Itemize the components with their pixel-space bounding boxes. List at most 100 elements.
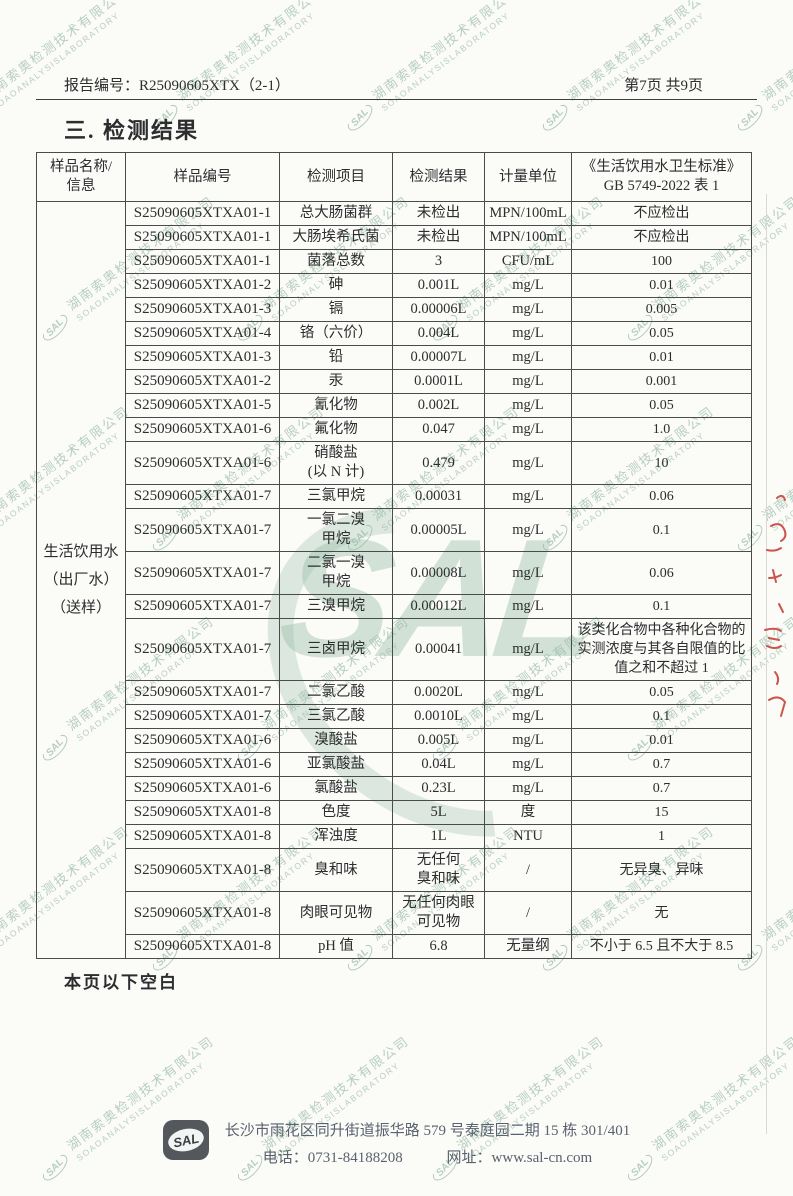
cell-item: pH 值 [279, 934, 393, 959]
cell-limit: 0.1 [571, 508, 752, 552]
cell-id: S25090605XTXA01-7 [125, 594, 280, 619]
table-row: S25090605XTXA01-3 镉 0.00006L mg/L 0.005 [37, 297, 752, 322]
cell-limit: 不应检出 [571, 201, 752, 226]
cell-id: S25090605XTXA01-7 [125, 680, 280, 705]
cell-result: 未检出 [392, 201, 485, 226]
cell-result: 未检出 [392, 225, 485, 250]
cell-unit: mg/L [484, 728, 572, 753]
table-row: S25090605XTXA01-8 色度 5L 度 15 [37, 800, 752, 825]
cell-item: 砷 [279, 273, 393, 298]
cell-result: 0.23L [392, 776, 485, 801]
cell-unit: MPN/100mL [484, 225, 572, 250]
table-row: S25090605XTXA01-7 三溴甲烷 0.00012L mg/L 0.1 [37, 594, 752, 619]
cell-item: 镉 [279, 297, 393, 322]
cell-unit: / [484, 891, 572, 935]
cell-id: S25090605XTXA01-6 [125, 441, 280, 485]
header-test-item: 检测项目 [279, 152, 393, 202]
cell-limit: 0.1 [571, 704, 752, 729]
table-row: S25090605XTXA01-6 硝酸盐 (以 N 计) 0.479 mg/L 10 [37, 441, 752, 485]
cell-item: 二氯一溴 甲烷 [279, 551, 393, 595]
cell-result: 0.047 [392, 417, 485, 442]
cell-item: 汞 [279, 369, 393, 394]
table-row: S25090605XTXA01-3 铅 0.00007L mg/L 0.01 [37, 345, 752, 370]
cell-unit: mg/L [484, 752, 572, 777]
cell-limit: 0.06 [571, 484, 752, 509]
cell-item: 三溴甲烷 [279, 594, 393, 619]
table-row: S25090605XTXA01-7 二氯一溴 甲烷 0.00008L mg/L 0.06 [37, 551, 752, 595]
cell-id: S25090605XTXA01-8 [125, 800, 280, 825]
cell-limit: 0.1 [571, 594, 752, 619]
cell-item: 氰化物 [279, 393, 393, 418]
cell-id: S25090605XTXA01-1 [125, 225, 280, 250]
cell-id: S25090605XTXA01-7 [125, 508, 280, 552]
table-row: S25090605XTXA01-6 亚氯酸盐 0.04L mg/L 0.7 [37, 752, 752, 777]
cell-result: 0.00006L [392, 297, 485, 322]
table-row: S25090605XTXA01-2 汞 0.0001L mg/L 0.001 [37, 369, 752, 394]
cell-limit: 0.7 [571, 776, 752, 801]
cell-item: 色度 [279, 800, 393, 825]
cell-unit: mg/L [484, 618, 572, 681]
cell-limit: 0.06 [571, 551, 752, 595]
cell-id: S25090605XTXA01-6 [125, 728, 280, 753]
cell-limit: 0.01 [571, 273, 752, 298]
cell-item: 三氯乙酸 [279, 704, 393, 729]
cell-unit: mg/L [484, 441, 572, 485]
cell-result: 无任何 臭和味 [392, 848, 485, 892]
cell-id: S25090605XTXA01-1 [125, 249, 280, 274]
cell-result: 0.0020L [392, 680, 485, 705]
cell-id: S25090605XTXA01-6 [125, 417, 280, 442]
footer-phone: 电话：0731-84188208 [262, 1150, 403, 1166]
sample-name-cell: 生活饮用水 （出厂水） （送样） [36, 201, 126, 959]
cell-item: 总大肠菌群 [279, 201, 393, 226]
cell-unit: 度 [484, 800, 572, 825]
cell-item: 肉眼可见物 [279, 891, 393, 935]
table-header-row: 样品名称/ 信息 样品编号 检测项目 检测结果 计量单位 《生活饮用水卫生标准》… [36, 152, 752, 202]
cell-item: 三氯甲烷 [279, 484, 393, 509]
cell-result: 0.00008L [392, 551, 485, 595]
table-row: S25090605XTXA01-5 氰化物 0.002L mg/L 0.05 [37, 393, 752, 418]
cell-unit: mg/L [484, 297, 572, 322]
report-number: 报告编号：R25090605XTX（2-1） [64, 74, 290, 95]
doc-header: 报告编号：R25090605XTX（2-1） 第7页 共9页 [36, 74, 757, 100]
cell-item: 菌落总数 [279, 249, 393, 274]
cell-limit: 0.01 [571, 728, 752, 753]
footer-address: 长沙市雨花区同升街道振华路 579 号泰庭园二期 15 栋 301/401 [224, 1123, 631, 1139]
cell-item: 铬（六价） [279, 321, 393, 346]
cell-result: 无任何肉眼 可见物 [392, 891, 485, 935]
cell-unit: mg/L [484, 680, 572, 705]
page-edge-line [766, 194, 767, 1134]
footer-contact: 长沙市雨花区同升街道振华路 579 号泰庭园二期 15 栋 301/401 电话… [225, 1118, 630, 1172]
cell-unit: mg/L [484, 321, 572, 346]
cell-limit: 0.7 [571, 752, 752, 777]
cell-id: S25090605XTXA01-8 [125, 824, 280, 849]
cell-unit: 无量纲 [484, 934, 572, 959]
cell-unit: mg/L [484, 369, 572, 394]
cell-unit: mg/L [484, 776, 572, 801]
cell-id: S25090605XTXA01-5 [125, 393, 280, 418]
cell-limit: 10 [571, 441, 752, 485]
cell-id: S25090605XTXA01-3 [125, 345, 280, 370]
cell-item: 浑浊度 [279, 824, 393, 849]
cell-result: 0.00031 [392, 484, 485, 509]
cell-limit: 0.05 [571, 393, 752, 418]
cell-unit: mg/L [484, 508, 572, 552]
table-row: S25090605XTXA01-7 一氯二溴 甲烷 0.00005L mg/L 0.1 [37, 508, 752, 552]
cell-item: 二氯乙酸 [279, 680, 393, 705]
table-row: S25090605XTXA01-6 氯酸盐 0.23L mg/L 0.7 [37, 776, 752, 801]
cell-limit: 0.05 [571, 321, 752, 346]
cell-limit: 不小于 6.5 且不大于 8.5 [571, 934, 752, 959]
cell-unit: CFU/mL [484, 249, 572, 274]
cell-limit: 该类化合物中各种化合物的实测浓度与其各自限值的比值之和不超过 1 [571, 618, 752, 681]
table-row: S25090605XTXA01-8 臭和味 无任何 臭和味 / 无异臭、异味 [37, 848, 752, 892]
table-row: S25090605XTXA01-8 pH 值 6.8 无量纲 不小于 6.5 且不大于 … [37, 934, 752, 959]
header-standard: 《生活饮用水卫生标准》 GB 5749-2022 表 1 [571, 152, 752, 202]
footer-website: 网址：www.sal-cn.com [446, 1150, 593, 1166]
cell-item: 氟化物 [279, 417, 393, 442]
results-table: 样品名称/ 信息 样品编号 检测项目 检测结果 计量单位 《生活饮用水卫生标准》… [36, 152, 752, 959]
cell-result: 0.0010L [392, 704, 485, 729]
cell-result: 3 [392, 249, 485, 274]
cell-limit: 0.005 [571, 297, 752, 322]
table-row: S25090605XTXA01-4 铬（六价） 0.004L mg/L 0.05 [37, 321, 752, 346]
cell-item: 铅 [279, 345, 393, 370]
cell-result: 6.8 [392, 934, 485, 959]
